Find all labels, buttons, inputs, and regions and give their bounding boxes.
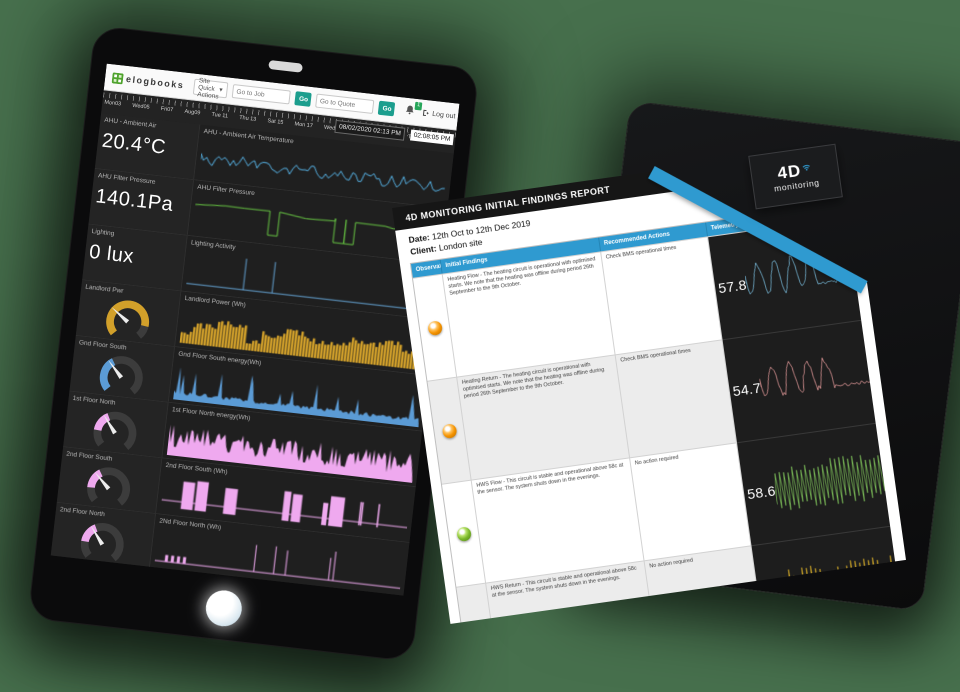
- finding-text: Chiller Flow - The chiller flow circuit …: [505, 668, 655, 692]
- timeline-label: Sat 15: [267, 118, 284, 126]
- stat-panel[interactable]: Landlord Pwr: [75, 280, 182, 347]
- stat-panel[interactable]: 2nd Floor South: [56, 447, 163, 514]
- action-cell: Check operating times.: [659, 648, 780, 692]
- elogbooks-logo: elogbooks: [111, 72, 185, 91]
- dashboard-row: 1st Floor North 1st Floor North energy(W…: [63, 391, 423, 488]
- observation-cell: [471, 686, 515, 692]
- timeline-label: Mon03: [103, 99, 122, 108]
- action-cell: Check BMS operational times: [616, 339, 737, 457]
- logout-button[interactable]: Log out: [422, 109, 456, 121]
- telemetry-sparkline: [799, 634, 919, 692]
- gear-icon[interactable]: [399, 105, 400, 116]
- dashboard-row: Gnd Floor South Gnd Floor South energy(W…: [69, 335, 429, 432]
- report-page-wrap: 4D MONITORING INITIAL FINDINGS REPORT Da…: [392, 143, 906, 624]
- telemetry-row: 10.9: [766, 630, 919, 692]
- 4d-logo-text: 4D: [776, 160, 803, 183]
- timeline-label: Fri07: [160, 106, 174, 114]
- notification-badge: 1: [414, 101, 423, 111]
- gauge: [76, 290, 179, 346]
- timeline-label: Wed05: [131, 102, 150, 111]
- site-quick-actions-select[interactable]: Site Quick Actions ▾: [192, 76, 229, 100]
- gauge: [63, 401, 166, 457]
- telemetry-value: 58.6: [746, 481, 777, 502]
- status-orb: [456, 526, 472, 542]
- timeline-label: Aug09: [184, 108, 201, 117]
- 4d-monitoring-logo: 4D monitoring: [748, 143, 843, 210]
- chevron-down-icon: ▾: [218, 86, 223, 94]
- timeline-label: Mon 17: [294, 121, 314, 130]
- bell-icon: [405, 105, 414, 115]
- stat-panel[interactable]: Gnd Floor South: [69, 335, 176, 402]
- gauge: [57, 457, 160, 513]
- status-orb: [427, 320, 443, 336]
- report-date-label: Date:: [407, 232, 431, 245]
- report-body: Date: 12th Oct to 12th Dec 2019 Client: …: [405, 168, 892, 610]
- elogbooks-logo-icon: [111, 72, 124, 84]
- stat-panel[interactable]: 1st Floor North: [63, 391, 169, 458]
- stat-value: 20.4°C: [100, 129, 168, 159]
- tablet-camera: [267, 59, 303, 73]
- gauge: [51, 513, 154, 569]
- stat-value: 140.1Pa: [94, 185, 175, 216]
- notifications[interactable]: 1: [403, 101, 423, 121]
- stat-panel[interactable]: AHU Filter Pressure 140.1Pa: [88, 168, 195, 235]
- wifi-icon: [802, 164, 811, 171]
- stat-panel[interactable]: Lighting 0 lux: [82, 224, 188, 291]
- dashboard-row: 2nd Floor South 2nd Floor South (Wh): [56, 447, 416, 543]
- goto-job-input[interactable]: [231, 84, 291, 105]
- home-button[interactable]: [203, 588, 244, 629]
- logout-icon: [422, 109, 429, 117]
- dashboard-row: Landlord Pwr Landlord Power (Wh): [75, 280, 435, 377]
- telemetry-row: 58.6: [737, 424, 890, 546]
- logout-label: Log out: [431, 110, 456, 120]
- dashboard-row: 2nd Floor North 2Nd Floor North (Wh): [50, 502, 410, 596]
- status-orb: [470, 629, 486, 645]
- 4d-logo-top: 4D: [776, 160, 813, 183]
- telemetry-sparkline: [755, 325, 875, 427]
- left-tablet: elogbooks Site Quick Actions ▾ Go Go 1 L…: [27, 25, 480, 662]
- site-quick-actions-label: Site Quick Actions: [196, 76, 219, 100]
- finding-cell: HWS Return - This circuit is stable and …: [486, 560, 659, 685]
- action-cell: No action required: [630, 442, 751, 560]
- browser-header: elogbooks Site Quick Actions ▾ Go Go 1 L…: [103, 63, 460, 131]
- elogbooks-logo-text: elogbooks: [125, 73, 185, 91]
- stat-panel[interactable]: AHU - Ambient Air 20.4°C: [94, 113, 201, 180]
- goto-quote-go-button[interactable]: Go: [377, 100, 396, 117]
- clock-date[interactable]: 08/02/2020 02:13 PM: [334, 119, 406, 141]
- telemetry-value: 10.9: [772, 688, 805, 692]
- telemetry-sparkline: [770, 428, 890, 530]
- clock-time[interactable]: 02:08:05 PM: [410, 129, 454, 146]
- clock-separator: :: [406, 131, 410, 139]
- report-page: 4D MONITORING INITIAL FINDINGS REPORT Da…: [392, 144, 906, 624]
- action-cell: No action required: [644, 545, 765, 663]
- stat-value: 0 lux: [88, 240, 136, 268]
- timeline-label: Thu 13: [238, 114, 257, 123]
- timeline-label: Tue 11: [211, 111, 229, 120]
- telemetry-value: 57.8: [717, 275, 748, 296]
- gauge: [69, 346, 172, 402]
- action-cell: Check BMS operational times: [601, 236, 722, 354]
- finding-cell: Chiller Flow - The chiller flow circuit …: [501, 663, 674, 692]
- dashboard-grid: AHU - Ambient Air 20.4°C AHU - Ambient A…: [50, 113, 454, 596]
- action-text: Check operating times.: [663, 659, 719, 673]
- goto-job-go-button[interactable]: Go: [294, 91, 312, 107]
- stat-panel[interactable]: 2nd Floor North: [50, 502, 157, 569]
- status-orb: [441, 423, 457, 439]
- dashboard-screen: elogbooks Site Quick Actions ▾ Go Go 1 L…: [50, 63, 460, 596]
- report-client-label: Client:: [409, 243, 438, 257]
- telemetry-value: 54.7: [731, 378, 763, 399]
- goto-quote-input[interactable]: [315, 93, 375, 115]
- telemetry-row: 54.7: [723, 321, 876, 443]
